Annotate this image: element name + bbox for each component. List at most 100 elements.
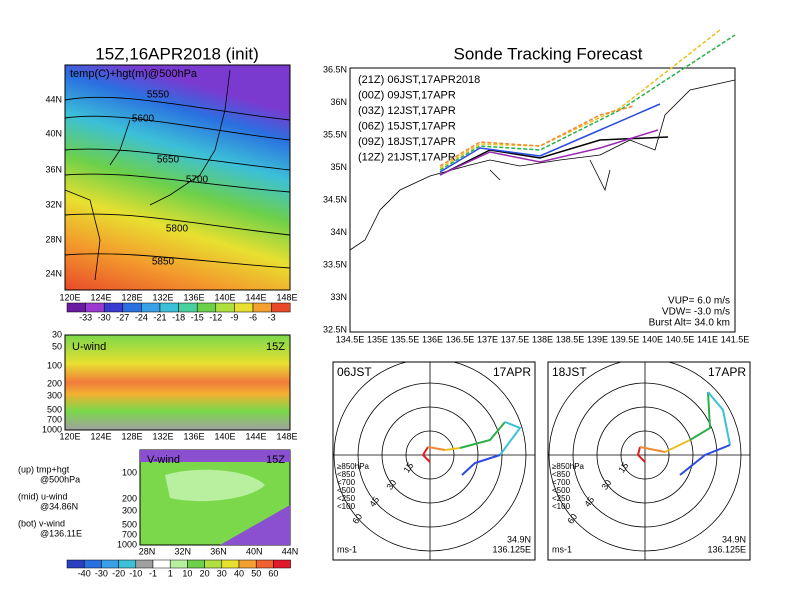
- hodo-trace: [461, 454, 501, 476]
- colorbar-label: -33: [79, 312, 92, 322]
- contours: [64, 96, 291, 269]
- hodo-legend: <500: [552, 486, 571, 495]
- rings: [548, 362, 750, 560]
- hodo-legend: <100: [552, 502, 571, 511]
- hodo-legend: <100: [337, 502, 356, 511]
- colorbar-label: 40: [234, 568, 244, 578]
- colorbar-box: [66, 302, 86, 313]
- contour-label: 5850: [152, 257, 175, 268]
- legend-entry: (12Z) 21JST,17APR: [358, 151, 456, 163]
- colorbar-box: [169, 559, 188, 569]
- legend-entry: (06Z) 15JST,17APR: [358, 120, 456, 132]
- lon-label: 128E: [121, 292, 142, 302]
- temp-map: [64, 64, 291, 291]
- coastline: [349, 79, 736, 251]
- legend-entry: (09Z) 18JST,17APR: [358, 136, 456, 148]
- v-y-label: 700: [122, 529, 137, 539]
- contour-label: 5800: [166, 224, 189, 235]
- u-x-label: 144E: [245, 431, 266, 441]
- u-y-label: 30: [52, 329, 62, 339]
- lon-label: 136E: [183, 292, 204, 302]
- lat-label: 33N: [330, 292, 347, 302]
- hodo-legend: <250: [337, 494, 356, 503]
- track: [439, 129, 659, 176]
- colorbar-label: 50: [251, 568, 261, 578]
- v-band: [220, 505, 290, 545]
- colorbar-box: [255, 559, 274, 569]
- colorbar-label: -18: [172, 312, 185, 322]
- lon-label: 124E: [90, 292, 111, 302]
- legend-entry: (03Z) 12JST,17APR: [358, 105, 456, 117]
- legend-entry: (00Z) 09JST,17APR: [358, 89, 456, 101]
- u-y-label: 50: [52, 341, 62, 351]
- note: (up) tmp+hgt: [18, 464, 70, 474]
- hodo-trace: [499, 421, 522, 456]
- u-x-label: 136E: [183, 431, 204, 441]
- track: [439, 34, 736, 171]
- u-x-label: 140E: [214, 431, 235, 441]
- colorbar-label: -20: [112, 568, 125, 578]
- hodo-legend: <700: [337, 478, 356, 487]
- lon-label: 141.5E: [721, 334, 750, 344]
- colorbar-box: [273, 559, 291, 569]
- lat-label: 40N: [45, 128, 62, 138]
- note: @34.86N: [40, 501, 78, 511]
- contour-label: 5700: [186, 175, 209, 186]
- hodo-trace: [636, 446, 646, 463]
- lat-label: 36N: [330, 97, 347, 107]
- note: (mid) u-wind: [18, 491, 68, 501]
- lon-label: 139.5E: [611, 334, 640, 344]
- lon-label: 137.5E: [501, 334, 530, 344]
- u-x-label: 148E: [276, 431, 297, 441]
- colorbar-label: -24: [135, 312, 148, 322]
- colorbar-box: [66, 559, 85, 569]
- legend-entry: (21Z) 06JST,17APR2018: [358, 74, 480, 86]
- colorbar-label: -10: [129, 568, 142, 578]
- map-label: temp(C)+hgt(m)@500hPa: [70, 68, 198, 80]
- v-y-label: 300: [122, 505, 137, 515]
- u-y-label: 500: [47, 404, 62, 414]
- colorbar-label: -30: [95, 568, 108, 578]
- lat-label: 34N: [330, 227, 347, 237]
- hodo-lon: 136.125E: [492, 544, 531, 554]
- track: [439, 103, 661, 173]
- hodo-legend: ≥850hPa: [552, 462, 585, 471]
- u-wind-panel: [64, 334, 291, 431]
- colorbar-box: [152, 559, 171, 569]
- param: Burst Alt= 34.0 km: [649, 318, 730, 329]
- lon-label: 140.5E: [666, 334, 695, 344]
- lon-label: 140E: [642, 334, 663, 344]
- param: VDW= -3.0 m/s: [662, 307, 730, 318]
- hodo-trace: [427, 446, 446, 451]
- hodo-legend: <850: [337, 470, 356, 479]
- v-label: V-wind: [147, 454, 180, 466]
- hodo-lon: 136.125E: [707, 544, 746, 554]
- note: @136.11E: [40, 528, 82, 538]
- track: [439, 29, 721, 169]
- track-map: [349, 29, 736, 333]
- hodo-legend: <850: [552, 470, 571, 479]
- hodo-legend: <700: [552, 478, 571, 487]
- hodo-legend: <500: [337, 486, 356, 495]
- hodo-trace: [664, 439, 691, 453]
- lon-label: 138E: [532, 334, 553, 344]
- note: @500hPa: [40, 474, 80, 484]
- colorbar-label: -6: [249, 312, 257, 322]
- lat-label: 24N: [45, 268, 62, 278]
- lat-label: 32N: [45, 199, 62, 209]
- hodo-date: 17APR: [708, 365, 746, 379]
- hodo-trace: [679, 444, 731, 476]
- contour-label: 5600: [132, 114, 155, 125]
- lat-label: 44N: [45, 94, 62, 104]
- colorbar-box: [252, 302, 272, 313]
- lon-label: 136.5E: [446, 334, 475, 344]
- lon-label: 140E: [214, 292, 235, 302]
- v-y-label: 200: [122, 493, 137, 503]
- hodo-time: 18JST: [552, 365, 587, 379]
- contour-label: 5650: [157, 155, 180, 166]
- u-y-label: 200: [47, 378, 62, 388]
- hodo-date: 17APR: [493, 365, 531, 379]
- v-y-label: 1000: [117, 539, 137, 549]
- ring-label: 60: [350, 512, 364, 526]
